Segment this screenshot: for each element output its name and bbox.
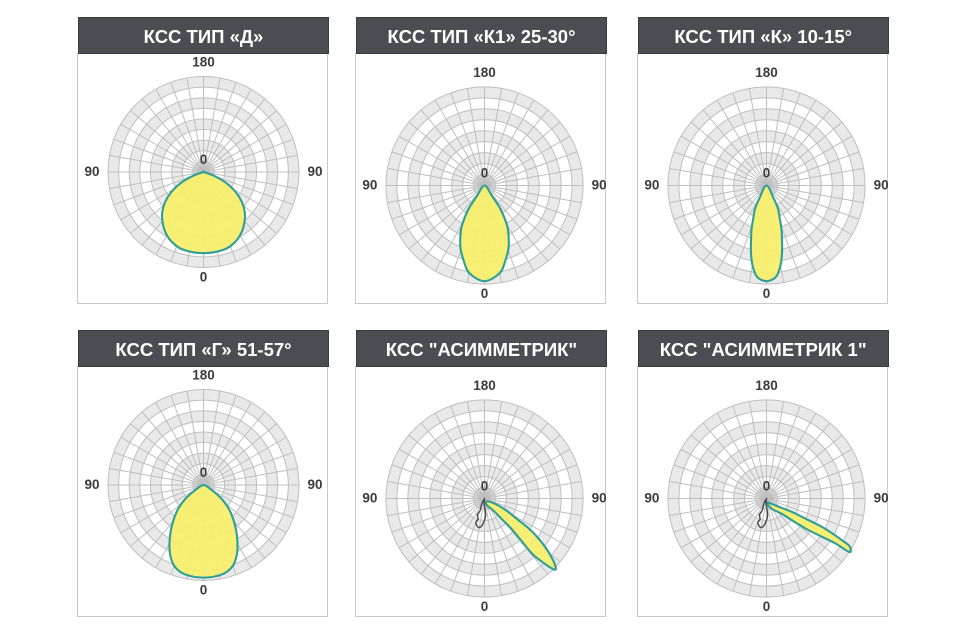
svg-text:0: 0 xyxy=(762,286,770,301)
svg-text:180: 180 xyxy=(192,54,215,69)
svg-text:180: 180 xyxy=(755,378,778,393)
svg-text:0: 0 xyxy=(200,152,208,167)
svg-text:0: 0 xyxy=(762,478,770,493)
svg-text:90: 90 xyxy=(84,477,99,492)
svg-text:90: 90 xyxy=(362,177,377,192)
svg-text:0: 0 xyxy=(481,286,489,301)
svg-text:180: 180 xyxy=(755,64,778,79)
svg-text:0: 0 xyxy=(200,582,208,597)
svg-text:180: 180 xyxy=(192,367,215,382)
svg-text:0: 0 xyxy=(481,478,489,493)
svg-text:180: 180 xyxy=(473,64,496,79)
svg-text:90: 90 xyxy=(307,164,322,179)
svg-text:180: 180 xyxy=(473,378,496,393)
svg-text:90: 90 xyxy=(362,490,377,505)
svg-text:0: 0 xyxy=(200,269,208,284)
svg-text:0: 0 xyxy=(481,599,489,614)
svg-text:90: 90 xyxy=(592,490,607,505)
svg-text:90: 90 xyxy=(873,177,888,192)
svg-text:0: 0 xyxy=(200,465,208,480)
svg-text:90: 90 xyxy=(873,490,888,505)
svg-text:90: 90 xyxy=(644,177,659,192)
svg-text:90: 90 xyxy=(307,477,322,492)
svg-text:90: 90 xyxy=(592,177,607,192)
svg-text:0: 0 xyxy=(481,165,489,180)
svg-text:90: 90 xyxy=(84,164,99,179)
svg-text:0: 0 xyxy=(762,165,770,180)
svg-text:0: 0 xyxy=(762,599,770,614)
svg-text:90: 90 xyxy=(644,490,659,505)
